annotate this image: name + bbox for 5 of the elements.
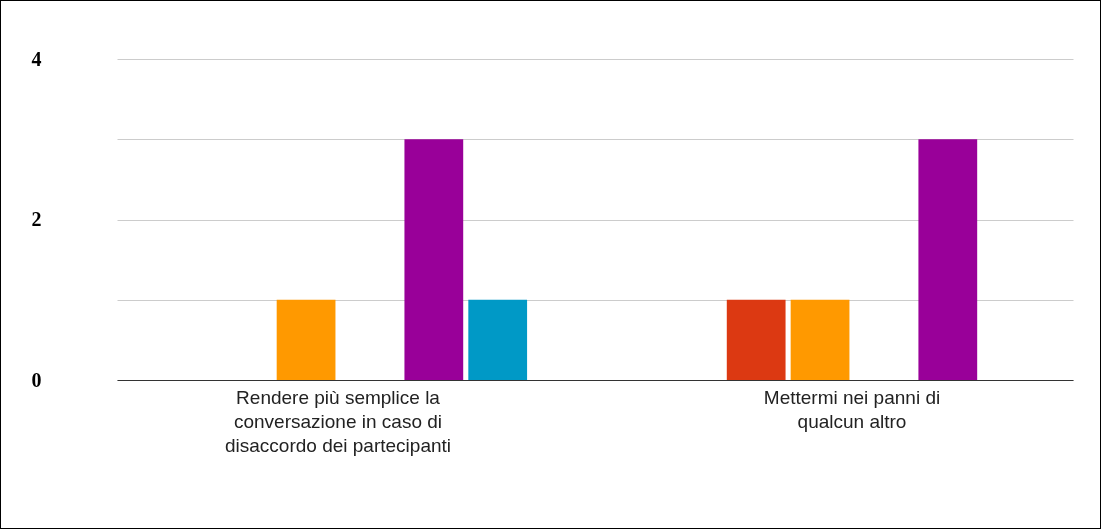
y-tick-label: 2 [31,208,42,230]
y-tick-label: 0 [31,368,42,391]
y-tick-label: 4 [31,47,42,70]
x-tick-label: Mettermi nei panni di qualcun altro [763,386,941,432]
x-tick-label: Rendere più semplice la conversazione in caso di disaccordo dei partecipanti [225,386,452,456]
